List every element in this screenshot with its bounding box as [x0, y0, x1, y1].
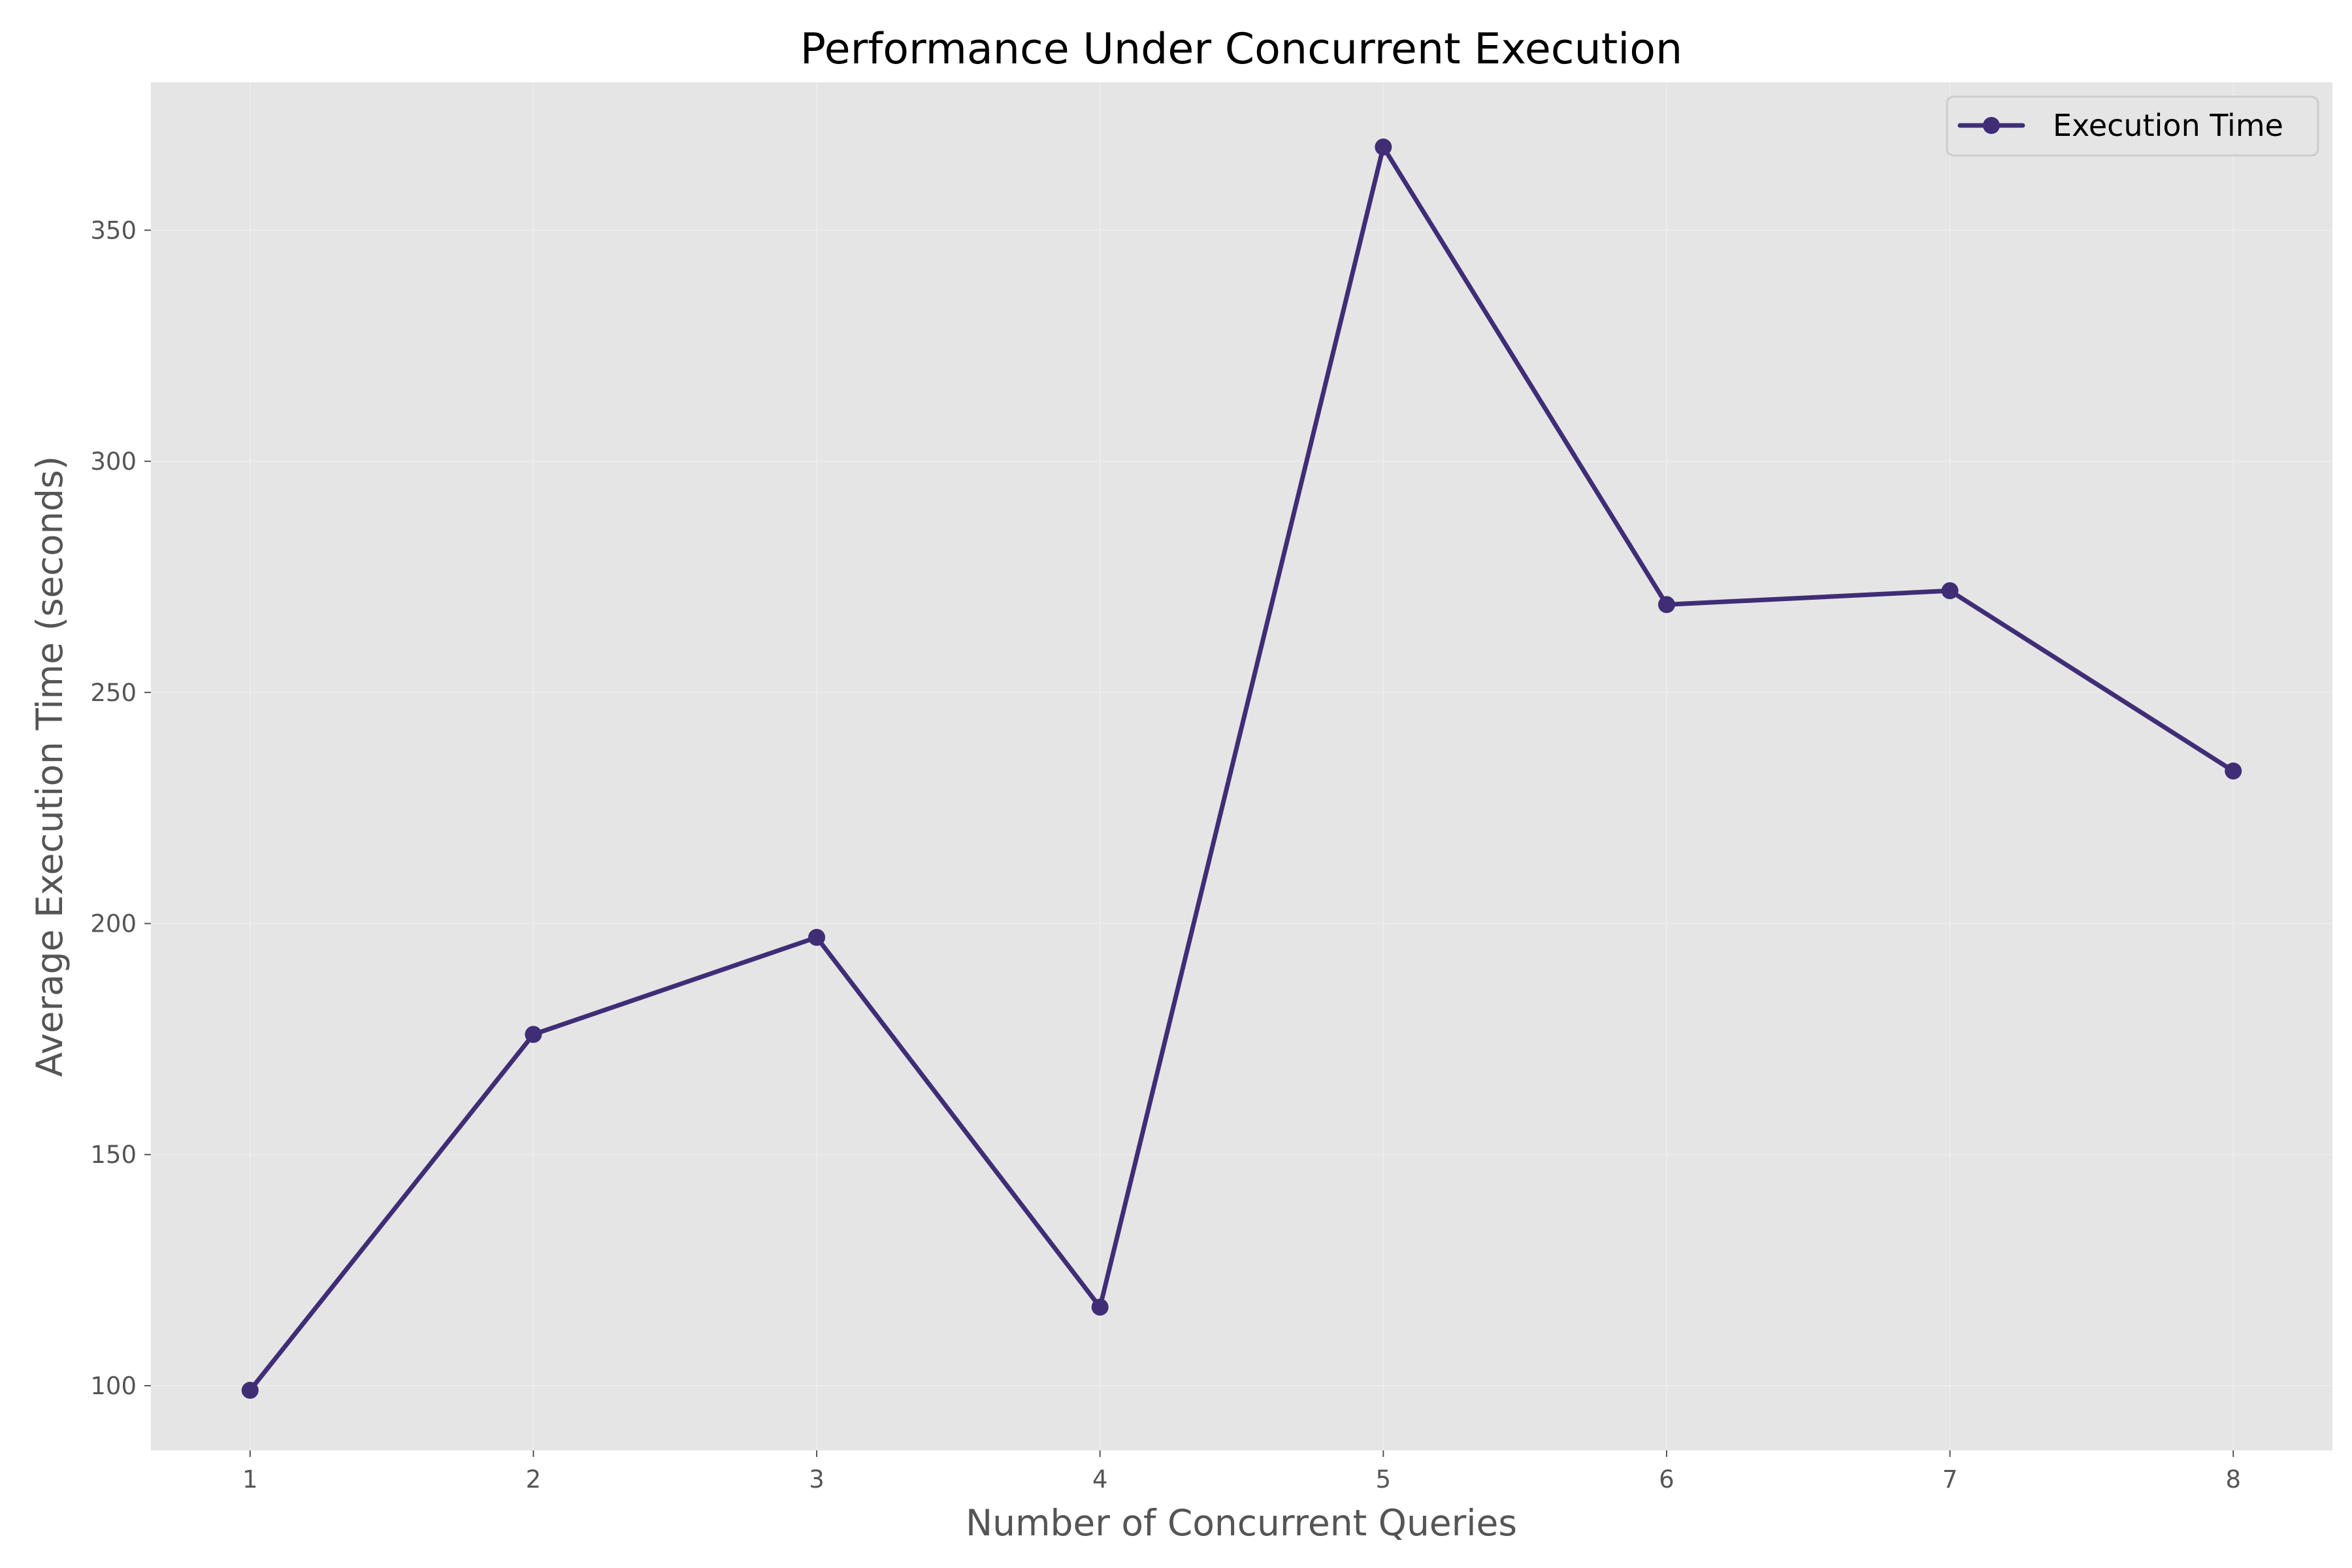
- grid-lines: [151, 82, 2332, 1450]
- y-axis-label: Average Execution Time (seconds): [29, 456, 71, 1077]
- x-tick-label: 2: [526, 1465, 542, 1494]
- data-point: [1375, 139, 1392, 156]
- data-point: [808, 928, 826, 946]
- y-tick-label: 200: [90, 910, 137, 938]
- legend: Execution Time: [1946, 95, 2319, 157]
- x-tick-label: 3: [809, 1465, 825, 1494]
- legend-label-execution-time: Execution Time: [2053, 108, 2283, 143]
- data-point: [2225, 762, 2242, 780]
- series-line: [248, 144, 2236, 1393]
- x-tick-label: 8: [2225, 1465, 2241, 1494]
- legend-marker-swatch: [1983, 117, 2000, 134]
- x-tick-label: 5: [1376, 1465, 1392, 1494]
- data-point: [1658, 596, 1675, 613]
- chart-title: Performance Under Concurrent Execution: [800, 25, 1682, 74]
- x-tick-label: 1: [242, 1465, 258, 1494]
- data-point: [525, 1026, 542, 1043]
- axis-ticks: 1 2 3 4 5 6 7 8 100 150 200 250 300 350: [90, 216, 2241, 1494]
- y-tick-label: 350: [90, 216, 137, 244]
- series-layer: [241, 139, 2242, 1399]
- data-point: [1941, 582, 1959, 600]
- y-tick-label: 150: [90, 1141, 137, 1169]
- legend-box: [1946, 95, 2319, 157]
- x-tick-label: 4: [1092, 1465, 1108, 1494]
- y-tick-label: 100: [90, 1372, 137, 1400]
- x-tick-label: 7: [1942, 1465, 1958, 1494]
- x-tick-label: 6: [1659, 1465, 1674, 1494]
- y-tick-label: 300: [90, 448, 137, 476]
- x-axis-label: Number of Concurrent Queries: [966, 1502, 1517, 1544]
- plot-area: [151, 82, 2332, 1450]
- y-tick-label: 250: [90, 679, 137, 707]
- data-point: [241, 1382, 259, 1399]
- data-point: [1091, 1298, 1109, 1316]
